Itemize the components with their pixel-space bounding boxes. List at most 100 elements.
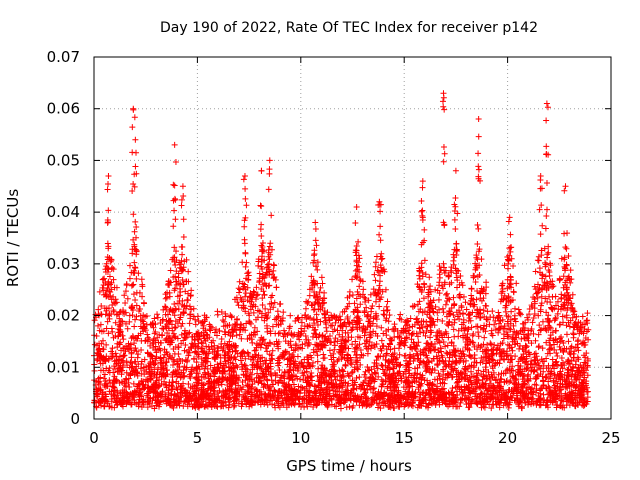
data-point xyxy=(510,262,517,269)
data-point xyxy=(324,309,331,316)
data-point xyxy=(348,327,355,334)
data-point xyxy=(106,403,113,410)
data-point xyxy=(133,289,140,296)
data-point xyxy=(547,299,554,306)
data-point xyxy=(103,341,110,348)
data-point xyxy=(111,363,118,370)
data-point xyxy=(566,402,573,409)
data-point xyxy=(462,299,469,306)
data-point xyxy=(525,371,532,378)
data-point xyxy=(187,374,194,381)
data-point xyxy=(133,313,140,320)
data-point xyxy=(508,308,515,315)
data-point xyxy=(575,347,582,354)
data-point xyxy=(513,280,520,287)
data-point xyxy=(131,259,138,266)
data-point xyxy=(99,276,106,283)
data-point xyxy=(253,340,260,347)
data-point xyxy=(516,345,523,352)
data-point xyxy=(122,320,129,327)
data-point xyxy=(560,273,567,280)
data-point xyxy=(253,284,260,291)
data-point xyxy=(298,319,305,326)
data-point xyxy=(182,341,189,348)
data-point xyxy=(569,291,576,298)
data-point xyxy=(492,317,499,324)
data-point xyxy=(143,321,150,328)
data-point xyxy=(175,306,182,313)
data-point xyxy=(121,352,128,359)
data-point xyxy=(501,262,508,269)
data-point xyxy=(346,300,353,307)
data-point xyxy=(381,311,388,318)
data-point xyxy=(157,398,164,405)
data-point xyxy=(172,261,179,268)
data-point xyxy=(91,317,98,324)
data-point xyxy=(214,308,221,315)
data-point xyxy=(318,274,325,281)
data-point xyxy=(144,349,151,356)
data-point xyxy=(388,337,395,344)
data-point xyxy=(365,297,372,304)
data-point xyxy=(420,329,427,336)
data-point xyxy=(317,318,324,325)
data-point xyxy=(91,367,98,374)
data-point xyxy=(421,257,428,264)
data-point xyxy=(531,311,538,318)
data-point xyxy=(570,330,577,337)
data-point xyxy=(416,298,423,305)
data-point xyxy=(346,403,353,410)
data-point xyxy=(423,318,430,325)
data-point xyxy=(312,330,319,337)
data-point xyxy=(410,352,417,359)
data-point xyxy=(541,245,548,252)
data-point xyxy=(554,310,561,317)
data-point xyxy=(124,325,131,332)
data-point xyxy=(302,333,309,340)
data-point xyxy=(468,368,475,375)
data-point xyxy=(339,372,346,379)
data-point xyxy=(312,383,319,390)
data-point xyxy=(259,302,266,309)
data-point xyxy=(449,385,456,392)
data-point xyxy=(280,309,287,316)
data-point xyxy=(415,308,422,315)
data-point xyxy=(453,240,460,247)
data-point xyxy=(516,310,523,317)
data-point xyxy=(356,320,363,327)
data-point xyxy=(226,401,233,408)
data-point xyxy=(367,291,374,298)
data-point xyxy=(125,379,132,386)
data-point xyxy=(315,299,322,306)
data-point xyxy=(476,271,483,278)
data-point xyxy=(321,289,328,296)
data-point xyxy=(457,273,464,280)
data-point xyxy=(349,341,356,348)
data-point xyxy=(365,367,372,374)
data-point xyxy=(131,323,138,330)
data-point xyxy=(417,306,424,313)
data-point xyxy=(108,398,115,405)
data-point xyxy=(184,296,191,303)
data-point xyxy=(236,289,243,296)
data-point xyxy=(328,312,335,319)
data-point xyxy=(151,315,158,322)
data-point xyxy=(171,300,178,307)
data-point xyxy=(398,375,405,382)
data-point xyxy=(422,271,429,278)
data-point xyxy=(538,326,545,333)
data-point xyxy=(274,313,281,320)
data-point xyxy=(97,321,104,328)
data-point xyxy=(439,318,446,325)
data-point xyxy=(348,334,355,341)
data-point xyxy=(275,330,282,337)
data-point xyxy=(101,375,108,382)
data-point xyxy=(262,305,269,312)
data-point xyxy=(554,339,561,346)
data-point xyxy=(226,338,233,345)
data-point xyxy=(126,262,133,269)
data-point xyxy=(185,352,192,359)
data-point xyxy=(532,350,539,357)
data-point xyxy=(378,250,385,257)
data-point xyxy=(427,283,434,290)
